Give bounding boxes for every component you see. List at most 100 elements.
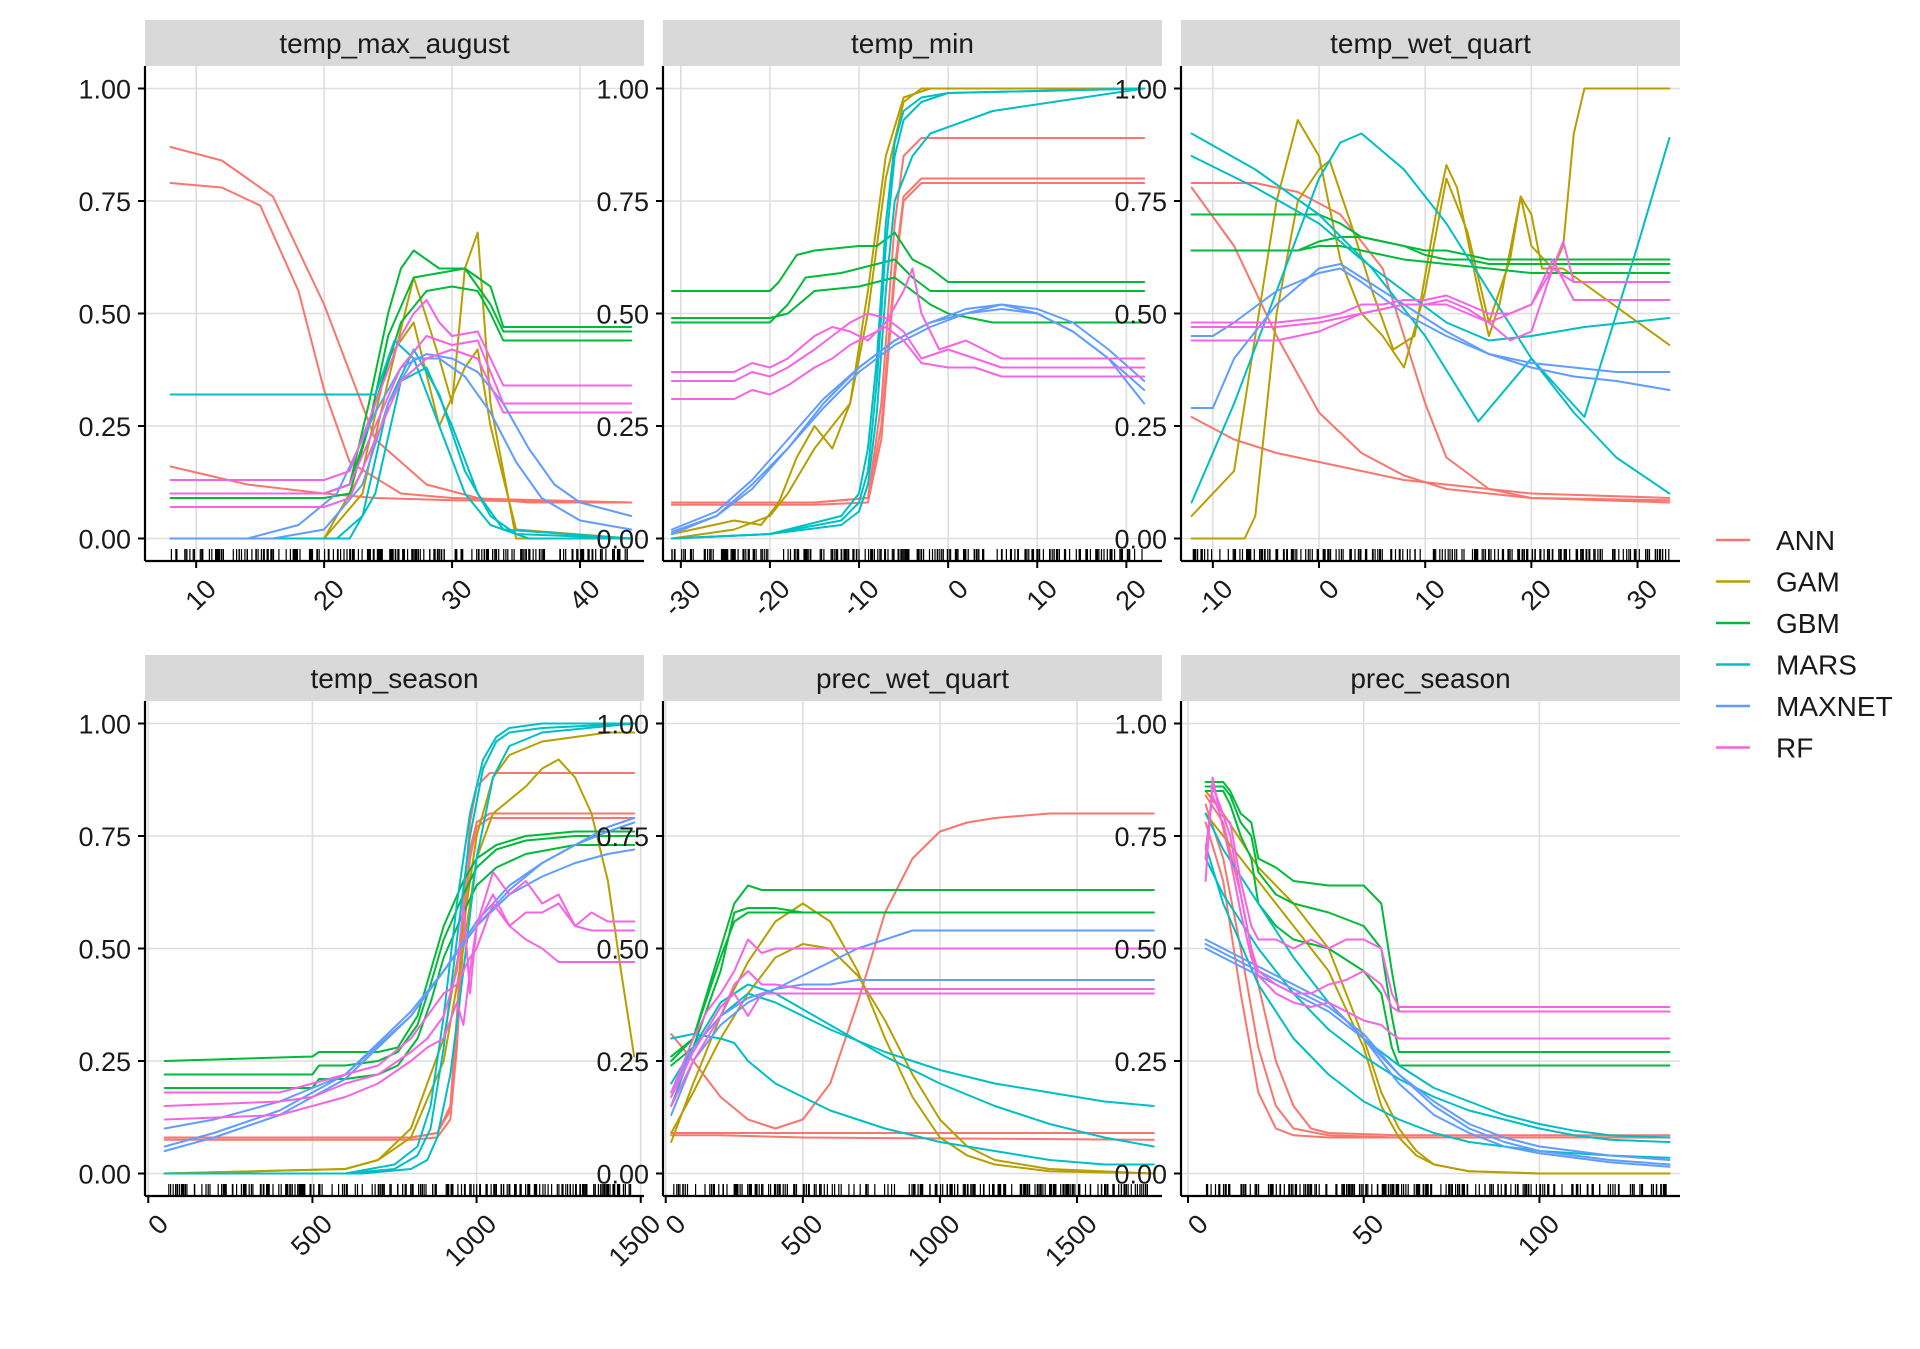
series-line-gbm	[1204, 781, 1671, 1013]
series-line-gbm	[169, 249, 633, 495]
series-line-gbm	[670, 258, 1146, 324]
series-line-maxnet	[163, 821, 636, 1152]
series-line-ann	[169, 182, 633, 504]
series-line-gam	[1190, 159, 1671, 540]
y-tick-label: 0.50	[1114, 935, 1167, 965]
facet-strip-label: prec_wet_quart	[816, 663, 1009, 694]
y-tick-label: 0.25	[78, 412, 131, 442]
y-tick-label: 0.50	[1114, 300, 1167, 330]
x-tick-label: -10	[1190, 574, 1239, 623]
series-line-maxnet	[1204, 943, 1671, 1166]
series-line-gam	[1204, 812, 1671, 1175]
series-line-rf	[670, 312, 1146, 382]
series-line-rf	[169, 299, 633, 481]
y-tick-label: 0.25	[596, 412, 649, 442]
y-tick-label: 0.50	[596, 935, 649, 965]
series-line-mars	[163, 722, 636, 1175]
series-line-rf	[670, 992, 1155, 1098]
series-line-ann	[1204, 803, 1671, 1139]
series-line-rf	[169, 348, 633, 508]
series-line-gam	[1190, 87, 1671, 517]
series-line-rf	[1190, 240, 1671, 324]
series-line-maxnet	[1190, 267, 1671, 373]
y-tick-label: 0.00	[596, 525, 649, 555]
facet-strip	[1181, 20, 1680, 66]
x-tick-label: 1500	[1039, 1209, 1103, 1273]
x-tick-label: 100	[1512, 1209, 1565, 1262]
x-tick-label: 40	[563, 574, 605, 616]
facet-strip-label: temp_max_august	[279, 28, 510, 59]
series-line-ann	[670, 182, 1146, 506]
series-line-maxnet	[670, 929, 1155, 1116]
y-tick-label: 0.00	[78, 1160, 131, 1190]
series-line-ann	[670, 812, 1155, 1130]
series-line-maxnet	[169, 357, 633, 540]
series-line-rf	[670, 326, 1146, 400]
x-tick-label: 30	[1621, 574, 1663, 616]
series-line-maxnet	[163, 817, 636, 1130]
x-tick-label: 10	[180, 574, 222, 616]
y-tick-label: 0.75	[596, 187, 649, 217]
series-line-mars	[670, 983, 1155, 1148]
x-tick-label: 20	[307, 574, 349, 616]
series-line-rf	[163, 893, 636, 1121]
facet-strip-label: temp_season	[310, 663, 478, 694]
series-line-maxnet	[670, 303, 1146, 531]
rug-ticks	[671, 549, 1143, 561]
series-line-rf	[1204, 794, 1671, 1040]
series-line-maxnet	[163, 848, 636, 1148]
legend-label-gam: GAM	[1776, 567, 1840, 598]
series-line-mars	[163, 722, 636, 1175]
panel-prec_wet_quart: prec_wet_quart 0.00 0.25 0.50 0.75 1.00 0 500 10…	[596, 655, 1162, 1272]
facet-strip	[145, 20, 644, 66]
series-line-rf	[169, 335, 633, 495]
y-tick-label: 0.00	[1114, 525, 1167, 555]
series-line-gbm	[1204, 785, 1671, 1053]
series-line-gbm	[670, 231, 1146, 292]
series-line-rf	[670, 970, 1155, 1107]
rug-ticks	[673, 1184, 1148, 1196]
facet-strip-label: temp_wet_quart	[1330, 28, 1531, 59]
rug-ticks	[170, 549, 628, 561]
series-line-rf	[1190, 258, 1671, 328]
series-line-mars	[169, 366, 633, 540]
y-tick-label: 0.25	[1114, 412, 1167, 442]
facet-strip	[145, 655, 644, 701]
series-line-mars	[1204, 844, 1671, 1159]
series-line-maxnet	[1204, 947, 1671, 1161]
series-line-gam	[163, 758, 636, 1175]
y-tick-label: 1.00	[596, 75, 649, 105]
facet-strip	[1181, 655, 1680, 701]
y-tick-label: 0.75	[1114, 187, 1167, 217]
y-tick-label: 1.00	[1114, 75, 1167, 105]
series-line-mars	[163, 722, 636, 1175]
rug-ticks	[1192, 549, 1670, 561]
y-tick-label: 0.25	[596, 1047, 649, 1077]
series-line-gam	[163, 731, 636, 1175]
y-tick-label: 0.25	[78, 1047, 131, 1077]
series-line-gam	[670, 87, 1146, 535]
x-tick-label: -20	[747, 574, 796, 623]
x-tick-label: 0	[1182, 1209, 1214, 1241]
x-tick-label: 0	[942, 574, 974, 606]
series-line-gbm	[670, 911, 1155, 1058]
series-line-mars	[670, 87, 1146, 540]
x-tick-label: 10	[1021, 574, 1063, 616]
series-line-gbm	[163, 835, 636, 1076]
facet-strip	[663, 655, 1162, 701]
facet-strip-label: temp_min	[851, 28, 974, 59]
series-line-maxnet	[1190, 263, 1671, 409]
legend-label-gbm: GBM	[1776, 608, 1840, 639]
x-tick-label: 500	[285, 1209, 338, 1262]
y-tick-label: 1.00	[78, 710, 131, 740]
x-tick-label: 0	[142, 1209, 174, 1241]
x-tick-label: 20	[1110, 574, 1152, 616]
x-tick-label: 10	[1409, 574, 1451, 616]
series-line-mars	[1190, 132, 1671, 423]
series-line-ann	[670, 177, 1146, 504]
y-tick-label: 0.50	[78, 935, 131, 965]
y-tick-label: 1.00	[1114, 710, 1167, 740]
rug-ticks	[168, 1184, 632, 1196]
x-tick-label: 0	[660, 1209, 692, 1241]
